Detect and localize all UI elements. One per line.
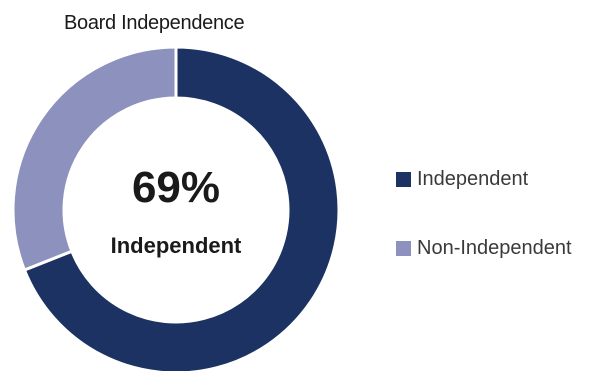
legend-item-independent: Independent xyxy=(396,166,572,192)
legend: Independent Non-Independent xyxy=(396,166,572,261)
slice-non-independent xyxy=(11,45,178,272)
center-value: 69% xyxy=(131,163,221,212)
legend-swatch-independent xyxy=(396,171,411,187)
center-label: Independent xyxy=(110,233,242,258)
legend-swatch-non-independent xyxy=(396,240,411,256)
legend-item-non-independent: Non-Independent xyxy=(396,235,572,261)
legend-label-independent: Independent xyxy=(417,167,529,190)
chart-title: Board Independence xyxy=(64,12,245,34)
legend-label-non-independent: Non-Independent xyxy=(417,236,572,259)
slice-independent xyxy=(22,45,341,371)
